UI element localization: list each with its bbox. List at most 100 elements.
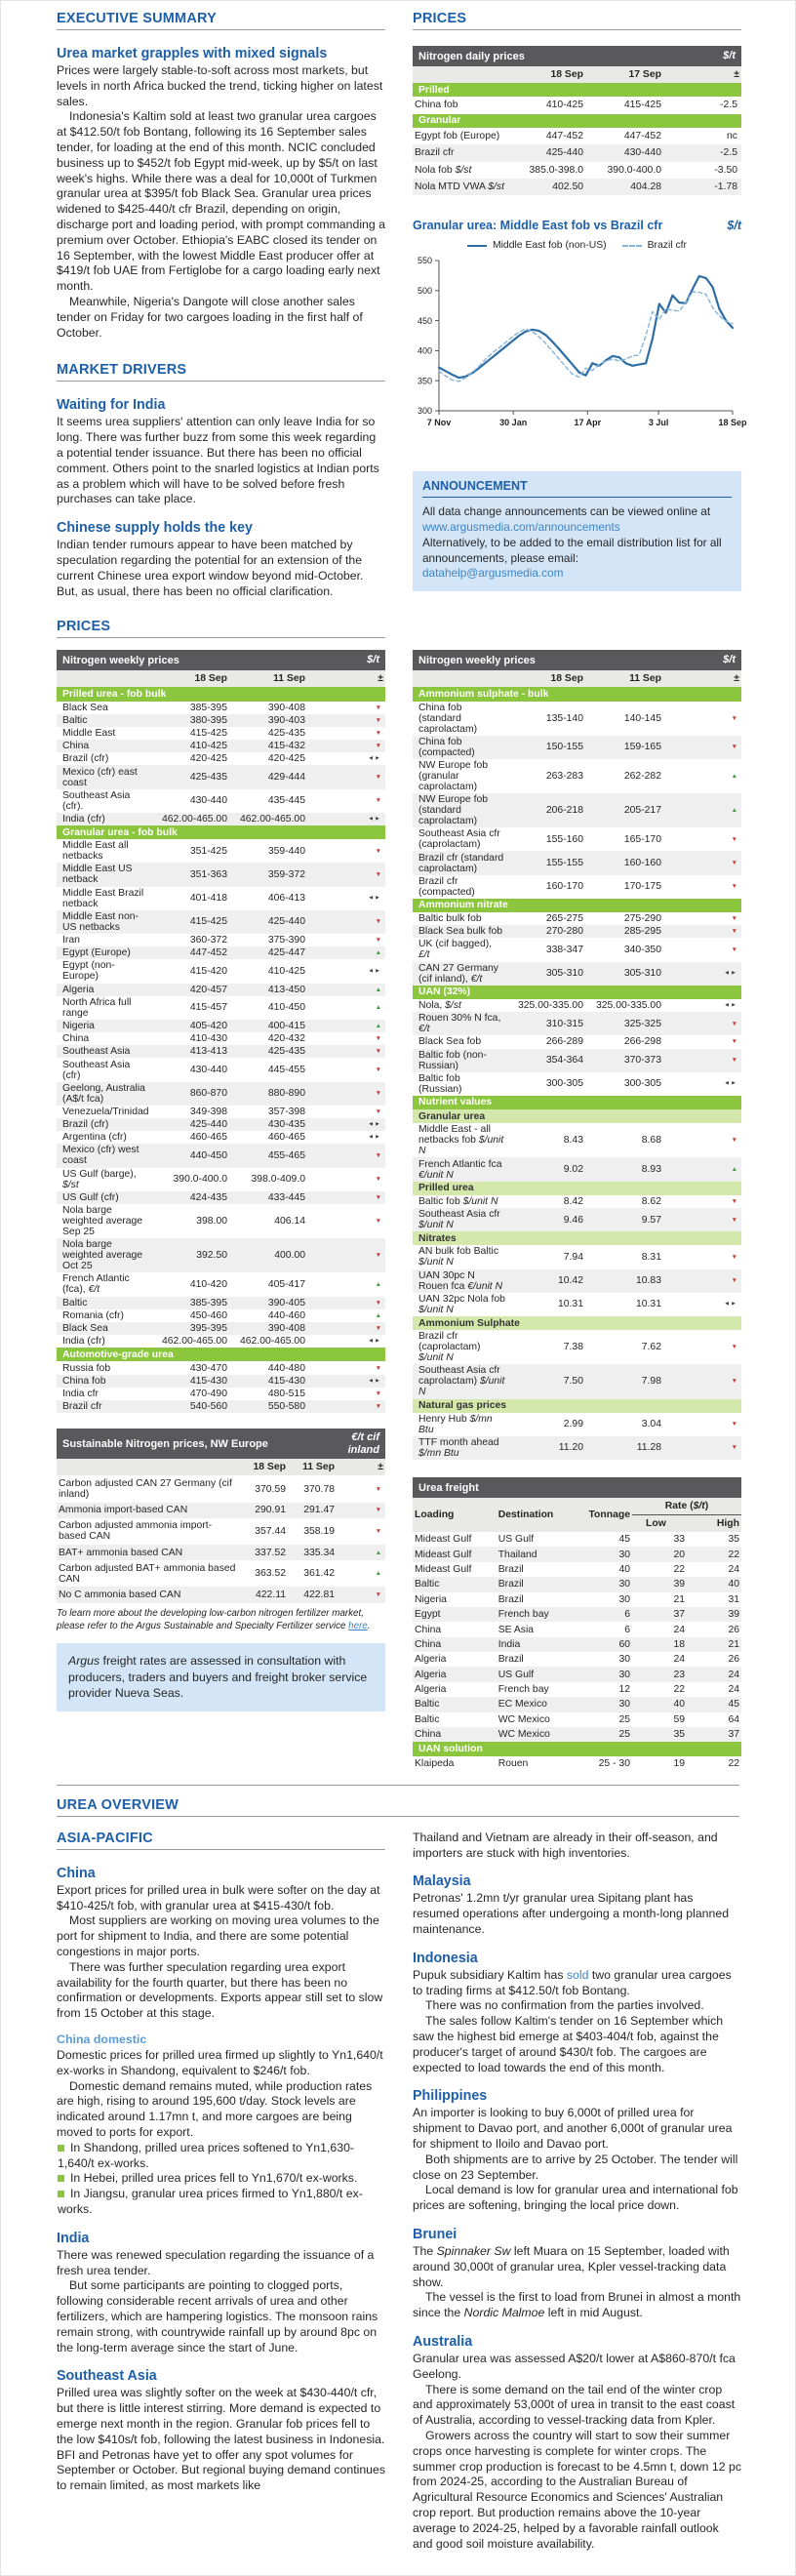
bullet-square-icon [58,2191,64,2198]
sold-link[interactable]: sold [566,1967,589,1982]
price-row: Middle East US netback 351-363 359-372 ▼ [57,863,385,887]
price-row: Nola fob $/st 385.0-398.0 390.0-400.0 -3.50 [415,164,737,176]
urea-overview-heading: UREA OVERVIEW [57,1797,739,1817]
svg-text:300: 300 [418,406,432,416]
no-change-icon: ◄► [724,1002,737,1009]
down-arrow-icon: ▼ [375,1217,381,1225]
down-arrow-icon: ▼ [375,936,381,944]
freight-row: Mideast Gulf Thailand 30 20 22 [413,1547,741,1562]
paragraph: Local demand is low for granular urea an… [413,2183,738,2213]
price-row: Russia fob 430-470 440-480 ▼ [62,1362,381,1374]
up-arrow-icon: ▲ [731,1165,737,1173]
down-arrow-icon: ▼ [375,1251,381,1259]
paragraph: Export prices for prilled urea in bulk w… [57,1882,380,1912]
here-link[interactable]: here [348,1620,368,1631]
chart-title: Granular urea: Middle East fob vs Brazil… [413,219,663,233]
up-arrow-icon: ▲ [375,948,381,956]
price-row: Brazil cfr 540-560 550-580 ▼ [57,1400,385,1414]
datahelp-email-link[interactable]: datahelp@argusmedia.com [422,566,564,581]
column-header-row: 18 Sep 11 Sep ± [57,1459,385,1476]
freight-row: Algeria Brazil 30 24 26 [415,1654,739,1666]
freight-row: Mideast Gulf US Gulf 45 33 35 [415,1534,739,1546]
paragraph: There was no confirmation from the parti… [425,1998,704,2013]
paragraph: Growers across the country will start to… [413,2428,741,2551]
sub-heading: Australia [413,2334,473,2350]
down-arrow-icon: ▼ [375,1402,381,1410]
freight-row: China WC Mexico 25 35 37 [413,1726,741,1743]
no-change-icon: ◄► [368,816,381,823]
no-change-icon: ◄► [368,1121,381,1128]
no-change-icon: ◄► [724,1080,737,1087]
price-row: US Gulf (barge), $/st 390.0-400.0 398.0-40… [62,1168,381,1190]
legend-item: Middle East fob (non-US) [466,240,607,251]
price-row: Egypt (non-Europe) 415-420 410-425 ◄► [62,960,381,983]
prices-section-heading: PRICES [413,11,741,30]
down-arrow-icon: ▼ [731,1137,737,1145]
down-arrow-icon: ▼ [375,1066,381,1073]
up-arrow-icon: ▲ [731,772,737,780]
down-arrow-icon: ▼ [375,1151,381,1159]
price-row: Nigeria 405-420 400-415 ▲ [57,1019,385,1033]
price-row: Egypt fob (Europe) 447-452 447-452 nc [415,130,737,141]
paragraph: Both shipments are to arrive by 25 Octob… [413,2152,738,2182]
down-arrow-icon: ▼ [375,729,381,737]
freight-row: Baltic Brazil 30 39 40 [413,1577,741,1592]
svg-text:17 Apr: 17 Apr [574,418,601,427]
price-row: North Africa full range 415-457 410-450 ▲ [62,996,381,1019]
down-arrow-icon: ▼ [731,859,737,866]
sustainable-nitrogen-prices-table: Sustainable Nitrogen prices, NW Europe €/… [57,1429,385,1603]
svg-text:550: 550 [418,256,432,265]
price-row: Baltic 385-395 390-405 ▼ [57,1296,385,1309]
announcements-url-link[interactable]: www.argusmedia.com/announcements [422,520,620,535]
column-header-row: 18 Sep 17 Sep ± [413,66,741,83]
price-row: Romania (cfr) 450-460 440-460 ▲ [62,1309,381,1321]
price-row: Baltic fob (non-Russian) 354-364 370-373 ▼ [413,1048,741,1072]
sub-heading: Philippines [413,2088,488,2105]
no-change-icon: ◄► [368,1338,381,1345]
paragraph: Domestic demand remains muted, while pro… [57,2078,373,2140]
down-arrow-icon: ▼ [375,1324,381,1332]
down-arrow-icon: ▼ [375,918,381,926]
price-row: Middle East Brazil netback 401-418 406-413… [62,887,381,909]
price-row: India (cfr) 462.00-465.00 462.00-465.00 ◄► [57,812,385,825]
price-row: Egypt (Europe) 447-452 425-447 ▲ [57,946,385,960]
price-row: Black Sea bulk fob 270-280 285-295 ▼ [413,925,741,939]
announcement-heading: ANNOUNCEMENT [422,479,732,499]
sub-sub-heading: China domestic [57,2033,147,2047]
down-arrow-icon: ▼ [731,835,737,843]
price-row: CAN 27 Germany (cif inland), €/t 305-310 3… [413,961,741,986]
down-arrow-icon: ▼ [731,946,737,953]
down-arrow-icon: ▼ [375,1034,381,1042]
chart-plot-area: 300 350 400 450 500 550 7 Nov 30 Jan 17 Apr 3 Jul… [413,255,747,432]
down-arrow-icon: ▼ [731,1216,737,1224]
price-row: Carbon adjusted BAT+ ammonia based CAN 36… [59,1562,381,1585]
price-row: Henry Hub $/mn Btu 2.99 3.04 ▼ [418,1413,737,1435]
change-value: nc [727,130,737,141]
price-row: Black Sea fob 266-289 266-298 ▼ [418,1036,737,1048]
column-header-row: 18 Sep 11 Sep ± [413,670,741,688]
table-section-row: Nutrient values [413,1095,741,1110]
price-row: Rouen 30% N fca, €/t 310-315 325-325 ▼ [413,1012,741,1036]
sub-heading: Waiting for India [57,397,166,414]
price-row: Southeast Asia cfr caprolactam) $/unit N… [413,1364,741,1399]
price-row: Nola MTD VWA $/st 402.50 404.28 -1.78 [413,178,741,196]
price-row: Nola barge weighted average Sep 25 398.00… [62,1205,381,1238]
freight-row: Baltic EC Mexico 30 40 45 [413,1697,741,1712]
price-row: BAT+ ammonia based CAN 337.52 335.34 ▲ [57,1545,385,1561]
paragraph: The sales follow Kaltim's tender on 16 S… [413,2014,724,2074]
nitrogen-daily-prices-table: Nitrogen daily prices $/t 18 Sep 17 Sep ± Pri… [413,46,741,196]
price-row: Ammonia import-based CAN 290.91 291.47 ▼ [57,1502,385,1518]
down-arrow-icon: ▼ [375,1527,381,1535]
prices-mid-heading: PRICES [57,619,385,639]
chart-legend: Middle East fob (non-US) Brazil cfr [413,240,741,251]
down-arrow-icon: ▼ [375,1089,381,1097]
sub-heading: Southeast Asia [57,2368,157,2385]
legend-line-icon [621,244,642,247]
price-row: Southeast Asia (cfr) 430-440 445-455 ▼ [62,1059,381,1081]
svg-text:450: 450 [418,316,432,326]
table-subsection-row: Natural gas prices [413,1398,741,1413]
sustainable-footnote: To learn more about the developing low-c… [57,1607,371,1631]
table-unit: $/t [723,50,736,62]
table-section-row: Automotive-grade urea [57,1348,385,1362]
down-arrow-icon: ▼ [375,742,381,749]
